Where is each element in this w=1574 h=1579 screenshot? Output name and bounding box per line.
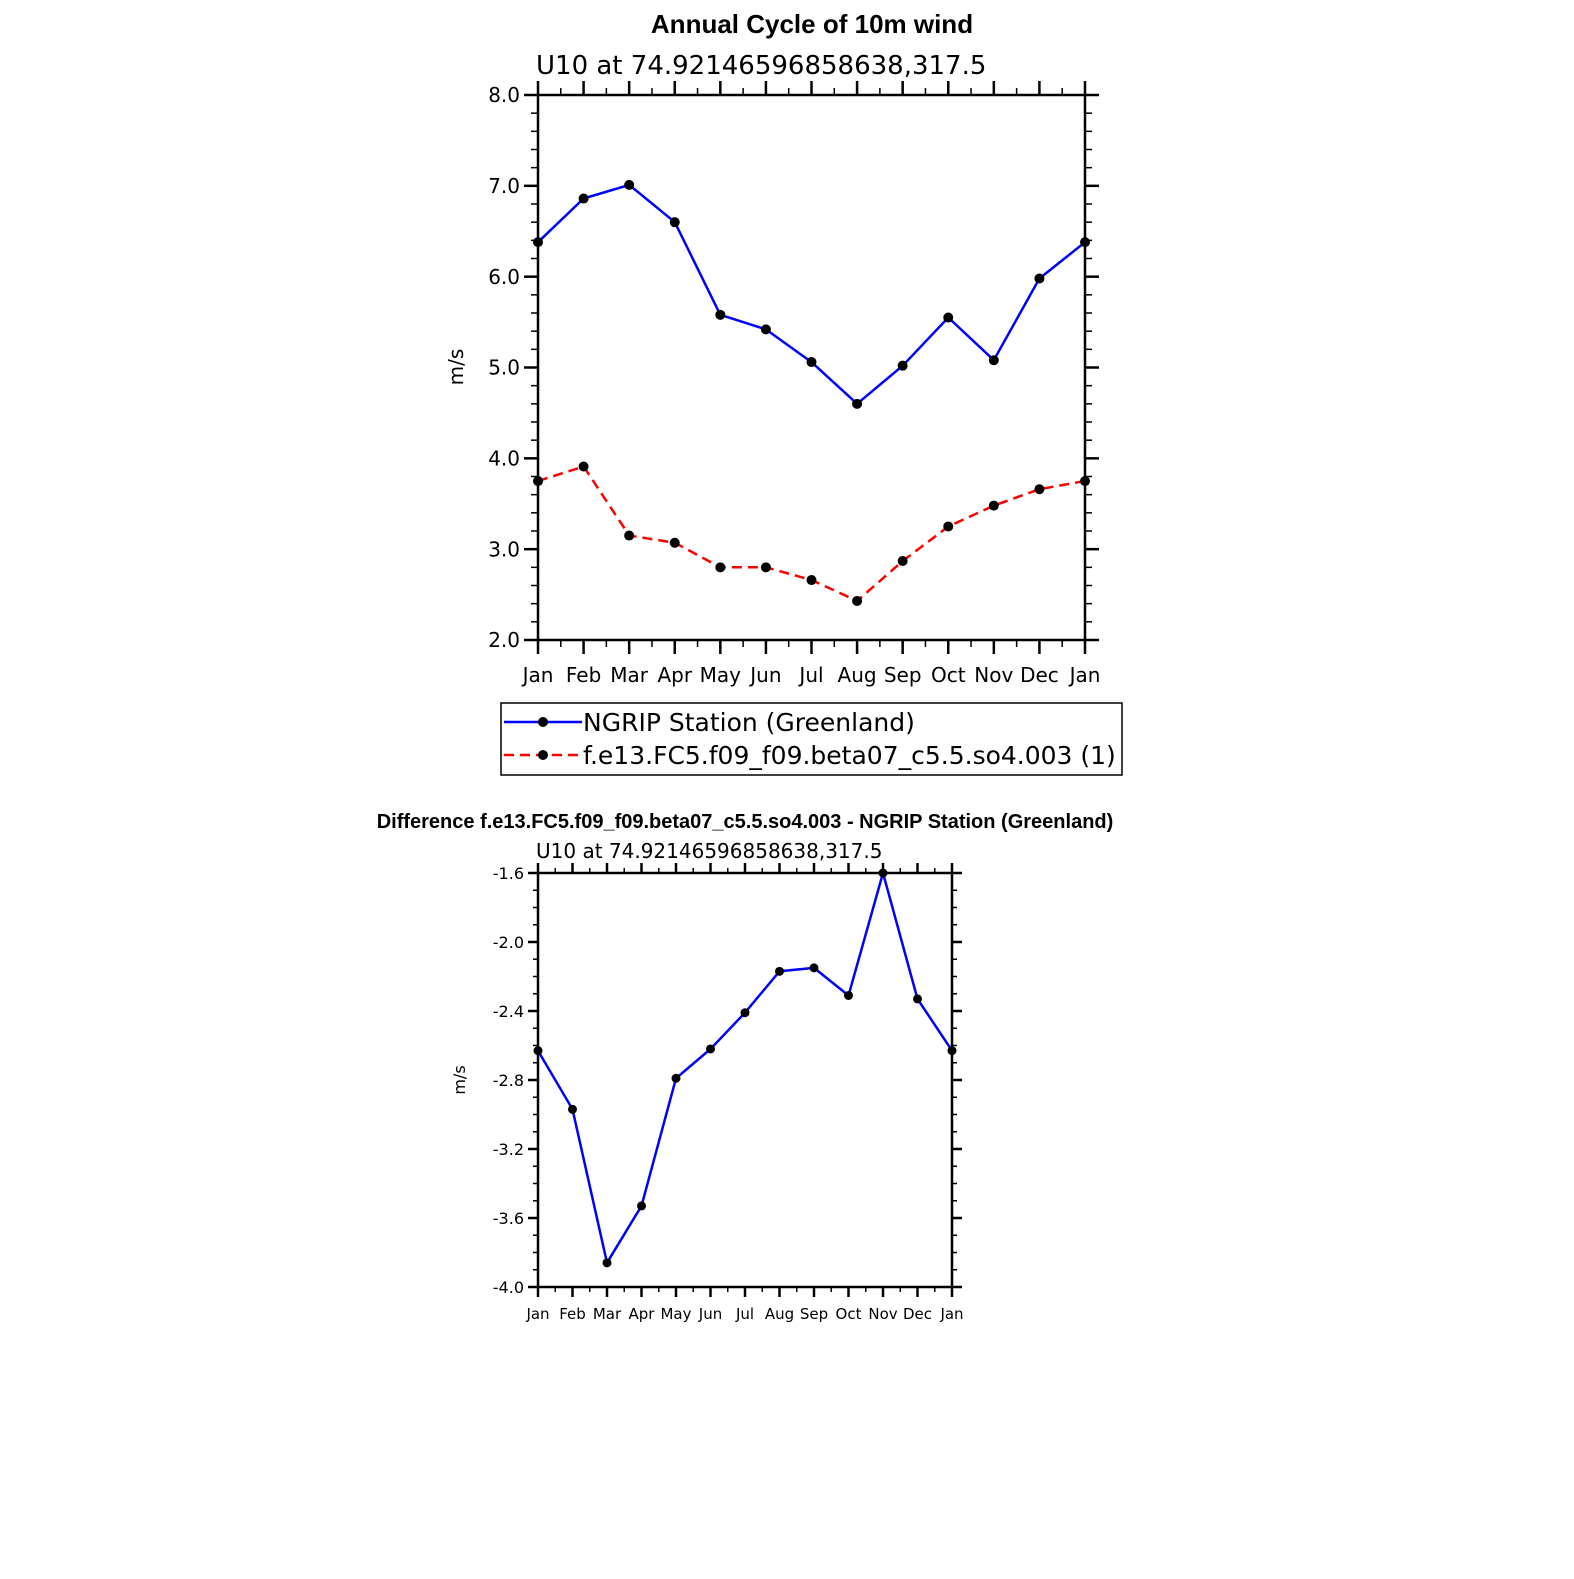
chart-title: Difference f.e13.FC5.f09_f09.beta07_c5.5… bbox=[377, 811, 1114, 833]
series-2-point bbox=[669, 537, 680, 548]
series-2-point bbox=[806, 575, 817, 586]
chart-title: Annual Cycle of 10m wind bbox=[651, 9, 973, 39]
series-1-point bbox=[852, 398, 863, 409]
x-tick-label: Nov bbox=[974, 663, 1013, 687]
y-tick-label: -2.4 bbox=[493, 1002, 524, 1021]
difference-chart: Difference f.e13.FC5.f09_f09.beta07_c5.5… bbox=[377, 811, 1114, 1323]
series-1-point bbox=[533, 237, 543, 248]
series-1-point bbox=[760, 324, 771, 335]
x-tick-label: Jan bbox=[525, 1305, 549, 1323]
x-tick-label: Jul bbox=[797, 663, 823, 687]
series-1-point bbox=[1080, 237, 1090, 248]
series-1-point bbox=[533, 1046, 543, 1056]
x-tick-label: Dec bbox=[1020, 663, 1059, 687]
legend-box bbox=[500, 702, 1123, 776]
series-2-point bbox=[533, 476, 543, 487]
series-1-point bbox=[715, 309, 726, 320]
x-tick-label: Dec bbox=[903, 1305, 932, 1323]
series-2-point bbox=[988, 500, 999, 511]
series-1-point bbox=[602, 1258, 612, 1268]
x-tick-label: Oct bbox=[836, 1305, 862, 1323]
series-1-point bbox=[740, 1008, 750, 1018]
series-1-point bbox=[913, 994, 922, 1004]
chart-subtitle: U10 at 74.92146596858638,317.5 bbox=[536, 839, 882, 863]
series-1-point bbox=[809, 963, 819, 973]
y-axis-label: m/s bbox=[450, 1065, 469, 1094]
x-tick-label: Oct bbox=[931, 663, 966, 687]
x-tick-label: Nov bbox=[868, 1305, 897, 1323]
x-tick-label: Aug bbox=[765, 1305, 794, 1323]
series-2-point bbox=[715, 562, 726, 573]
series-2-point bbox=[1080, 476, 1090, 487]
series-2-point bbox=[943, 521, 954, 532]
x-tick-label: May bbox=[700, 663, 742, 687]
chart-subtitle: U10 at 74.92146596858638,317.5 bbox=[536, 51, 986, 81]
plot-frame bbox=[536, 93, 1087, 642]
x-tick-label: Jan bbox=[521, 663, 554, 687]
legend: NGRIP Station (Greenland) f.e13.FC5.f09_f… bbox=[500, 702, 1123, 776]
y-tick-label: -2.8 bbox=[493, 1071, 524, 1090]
y-tick-label: 5.0 bbox=[488, 356, 520, 380]
series-1-point bbox=[943, 312, 954, 323]
series-1-point bbox=[624, 179, 635, 190]
series-1-point bbox=[1034, 273, 1045, 284]
series-1-point bbox=[806, 357, 817, 368]
x-tick-label: Mar bbox=[593, 1305, 622, 1323]
series-2-point bbox=[852, 595, 863, 606]
series-1-point bbox=[671, 1073, 681, 1083]
series-2-point bbox=[760, 562, 771, 573]
x-tick-label: Jan bbox=[939, 1305, 963, 1323]
y-tick-label: 8.0 bbox=[488, 83, 520, 107]
y-tick-label: -1.6 bbox=[493, 864, 524, 883]
series-1-point bbox=[897, 360, 908, 371]
legend-label-1: NGRIP Station (Greenland) bbox=[583, 708, 915, 737]
series-2-point bbox=[1034, 484, 1045, 495]
series-1-point bbox=[706, 1044, 715, 1054]
y-tick-label: 2.0 bbox=[488, 628, 520, 652]
x-tick-label: Apr bbox=[629, 1305, 656, 1323]
x-tick-label: Jun bbox=[748, 663, 781, 687]
y-axis-label: m/s bbox=[444, 349, 468, 386]
series-2-point bbox=[578, 461, 589, 472]
series-2-point bbox=[624, 530, 635, 541]
x-tick-label: Feb bbox=[566, 663, 601, 687]
series-line-1 bbox=[537, 183, 1086, 406]
series-1-point bbox=[878, 868, 888, 878]
series-1-point bbox=[988, 355, 999, 366]
y-tick-label: 7.0 bbox=[488, 174, 520, 198]
plot-frame bbox=[536, 871, 954, 1289]
x-tick-label: Apr bbox=[657, 663, 692, 687]
y-tick-label: 3.0 bbox=[488, 537, 520, 561]
y-tick-label: -3.2 bbox=[493, 1140, 524, 1159]
series-1-point bbox=[844, 990, 853, 1000]
series-1-point bbox=[578, 193, 589, 204]
y-tick-label: -3.6 bbox=[493, 1209, 524, 1228]
x-tick-label: Jul bbox=[735, 1305, 754, 1323]
x-tick-label: Jun bbox=[698, 1305, 722, 1323]
y-tick-label: -4.0 bbox=[493, 1278, 524, 1297]
series-1-point bbox=[947, 1046, 957, 1056]
series-1-point bbox=[775, 966, 784, 976]
legend-swatch-marker-2 bbox=[538, 750, 548, 760]
annual-cycle-chart: Annual Cycle of 10m wind U10 at 74.921465… bbox=[444, 9, 1100, 687]
x-tick-label: Sep bbox=[800, 1305, 828, 1323]
x-tick-label: Feb bbox=[559, 1305, 586, 1323]
series-1-point bbox=[568, 1104, 577, 1114]
x-tick-label: May bbox=[660, 1305, 691, 1323]
series-2-point bbox=[897, 555, 908, 566]
x-tick-label: Jan bbox=[1068, 663, 1101, 687]
y-tick-label: 6.0 bbox=[488, 265, 520, 289]
series-line-1 bbox=[536, 871, 954, 1265]
y-tick-label: -2.0 bbox=[493, 933, 524, 952]
y-tick-label: 4.0 bbox=[488, 447, 520, 471]
series-1-point bbox=[669, 217, 680, 228]
x-tick-label: Mar bbox=[610, 663, 649, 687]
series-1-point bbox=[637, 1201, 646, 1211]
x-tick-label: Aug bbox=[838, 663, 877, 687]
legend-swatch-marker-1 bbox=[538, 717, 548, 727]
x-tick-label: Sep bbox=[884, 663, 922, 687]
legend-label-2: f.e13.FC5.f09_f09.beta07_c5.5.so4.003 (1… bbox=[583, 741, 1116, 770]
